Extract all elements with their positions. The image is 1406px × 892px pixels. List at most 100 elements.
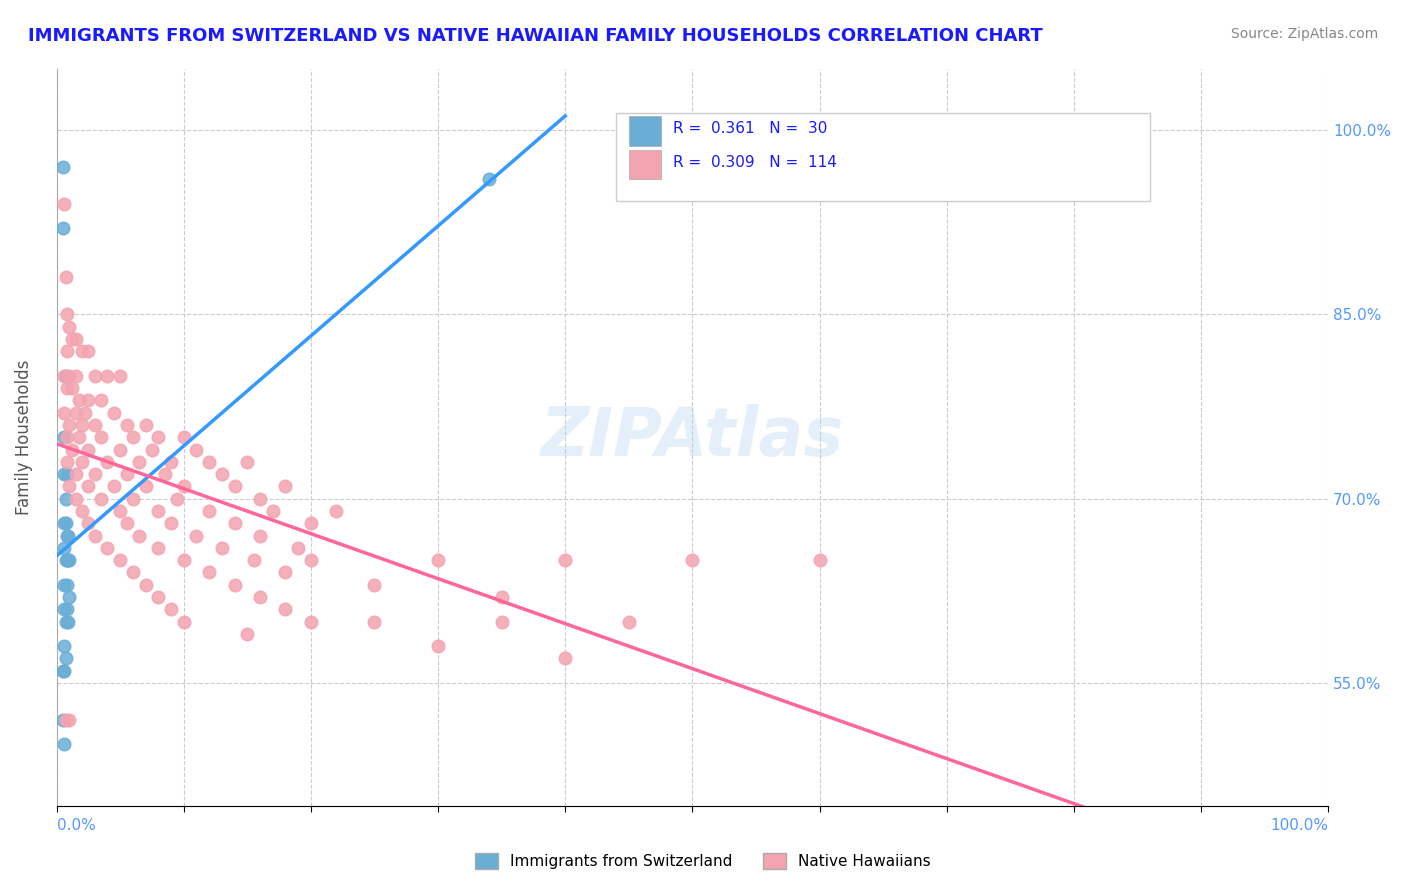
Point <box>478 172 501 186</box>
Point <box>55 467 77 482</box>
Point <box>299 516 322 531</box>
Point <box>427 639 450 653</box>
Point <box>53 639 76 653</box>
Point <box>55 713 77 727</box>
Point <box>77 442 100 457</box>
Point <box>108 442 131 457</box>
Point <box>103 406 125 420</box>
Point <box>60 381 83 395</box>
Point <box>70 455 93 469</box>
Point <box>211 541 233 555</box>
Point <box>325 504 347 518</box>
Point <box>60 332 83 346</box>
Point <box>160 602 183 616</box>
Point <box>56 615 79 629</box>
Point <box>55 651 77 665</box>
Point <box>224 479 246 493</box>
Point <box>90 430 112 444</box>
Point <box>53 602 76 616</box>
Point <box>491 590 513 604</box>
Point <box>236 455 259 469</box>
Point <box>55 307 77 321</box>
Point <box>173 615 195 629</box>
Point <box>56 528 79 542</box>
Point <box>198 455 221 469</box>
Point <box>55 270 77 285</box>
Point <box>173 553 195 567</box>
Point <box>242 553 264 567</box>
Point <box>128 455 150 469</box>
Text: IMMIGRANTS FROM SWITZERLAND VS NATIVE HAWAIIAN FAMILY HOUSEHOLDS CORRELATION CHA: IMMIGRANTS FROM SWITZERLAND VS NATIVE HA… <box>28 27 1043 45</box>
Point <box>70 504 93 518</box>
Text: R =  0.309   N =  114: R = 0.309 N = 114 <box>673 155 837 170</box>
Point <box>554 651 576 665</box>
Point <box>55 553 77 567</box>
Point <box>122 566 145 580</box>
Point <box>69 430 91 444</box>
Point <box>55 602 77 616</box>
Point <box>148 590 170 604</box>
Point <box>236 627 259 641</box>
Point <box>128 528 150 542</box>
Point <box>274 566 297 580</box>
Point <box>53 541 76 555</box>
Point <box>55 491 77 506</box>
Point <box>77 516 100 531</box>
Point <box>198 504 221 518</box>
Point <box>53 578 76 592</box>
Text: Source: ZipAtlas.com: Source: ZipAtlas.com <box>1230 27 1378 41</box>
Point <box>274 602 297 616</box>
Point <box>58 479 80 493</box>
Point <box>224 516 246 531</box>
Point <box>65 368 87 383</box>
Point <box>249 491 271 506</box>
Text: R =  0.361   N =  30: R = 0.361 N = 30 <box>673 121 828 136</box>
Point <box>173 430 195 444</box>
Point <box>103 479 125 493</box>
Point <box>141 442 163 457</box>
Text: 100.0%: 100.0% <box>1270 818 1329 833</box>
Point <box>90 393 112 408</box>
Point <box>70 417 93 432</box>
Point <box>96 541 118 555</box>
Point <box>274 479 297 493</box>
Point <box>70 344 93 359</box>
Point <box>617 615 640 629</box>
Point <box>55 553 77 567</box>
Point <box>554 553 576 567</box>
Point <box>115 467 138 482</box>
Point <box>83 467 105 482</box>
Point <box>224 578 246 592</box>
Point <box>135 479 157 493</box>
Point <box>83 368 105 383</box>
Point <box>262 504 284 518</box>
Point <box>53 430 76 444</box>
Point <box>52 664 75 678</box>
Point <box>681 553 703 567</box>
Point <box>363 578 385 592</box>
Point <box>90 491 112 506</box>
Point <box>53 368 76 383</box>
Point <box>52 221 75 235</box>
Point <box>55 368 77 383</box>
Point <box>58 553 80 567</box>
Point <box>53 516 76 531</box>
FancyBboxPatch shape <box>628 150 661 179</box>
Point <box>153 467 176 482</box>
Point <box>108 368 131 383</box>
Point <box>53 467 76 482</box>
Point <box>115 516 138 531</box>
Text: ZIPAtlas: ZIPAtlas <box>541 404 844 470</box>
Point <box>73 406 96 420</box>
Point <box>166 491 188 506</box>
Point <box>58 368 80 383</box>
Point <box>108 553 131 567</box>
Point <box>115 417 138 432</box>
Point <box>52 160 75 174</box>
Point <box>363 615 385 629</box>
Point <box>96 368 118 383</box>
Point <box>148 504 170 518</box>
Point <box>96 455 118 469</box>
Y-axis label: Family Households: Family Households <box>15 359 32 515</box>
Point <box>55 615 77 629</box>
